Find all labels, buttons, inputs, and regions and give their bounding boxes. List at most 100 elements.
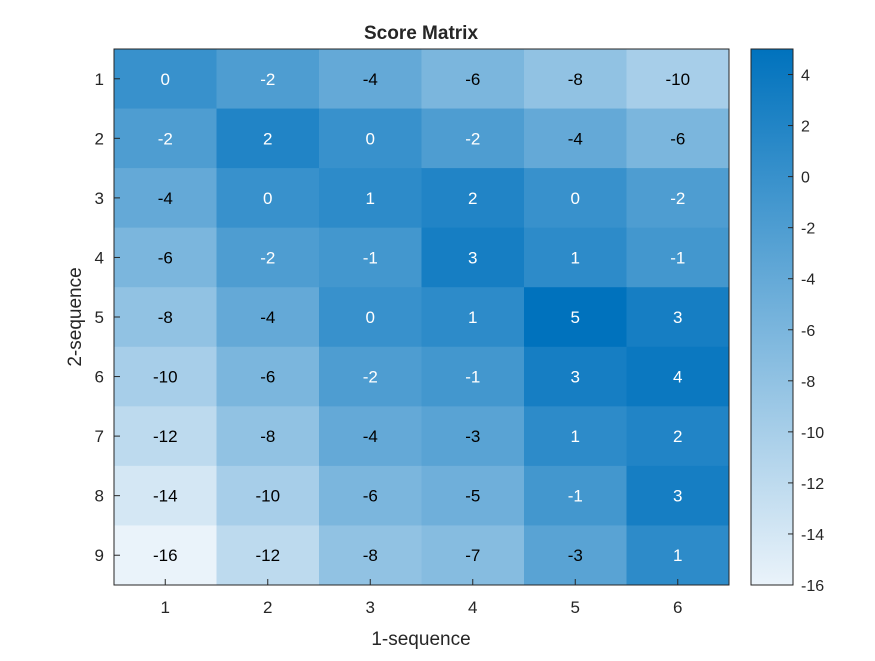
- y-tick-label: 5: [95, 308, 104, 327]
- x-tick-label: 2: [263, 598, 272, 617]
- y-tick-label: 4: [95, 248, 104, 267]
- cell-value-label: 0: [263, 189, 272, 208]
- cell-value-label: -1: [670, 248, 685, 267]
- heatmap-cell: [626, 525, 730, 586]
- heatmap-cell: [216, 406, 320, 467]
- cell-value-label: -2: [158, 129, 173, 148]
- heatmap-cell: [524, 525, 627, 586]
- cell-value-label: -8: [363, 546, 378, 565]
- heatmap-cell: [319, 287, 422, 348]
- heatmap-cell: [319, 525, 422, 586]
- cell-value-label: 3: [673, 487, 682, 506]
- heatmap-cell: [421, 346, 525, 407]
- colorbar-tick-label: -8: [801, 374, 815, 391]
- heatmap-cell: [319, 227, 422, 288]
- y-axis-ticks: 1 2 3 4 5 6 7 8 9: [95, 70, 120, 565]
- cell-value-label: -6: [465, 70, 480, 89]
- colorbar-tick-label: -10: [801, 425, 824, 442]
- cell-value-label: 1: [673, 546, 682, 565]
- cell-value-label: -16: [153, 546, 178, 565]
- x-axis-label: 1-sequence: [371, 629, 470, 650]
- heatmap-cell: [216, 49, 320, 110]
- heatmap-cell: [319, 108, 422, 169]
- cell-value-label: 1: [571, 248, 580, 267]
- cell-value-label: -4: [568, 129, 583, 148]
- heatmap-cell: [216, 227, 320, 288]
- cell-value-label: -2: [465, 129, 480, 148]
- cell-value-label: 2: [263, 129, 272, 148]
- colorbar-tick-label: 2: [801, 119, 810, 136]
- cell-value-label: -1: [568, 487, 583, 506]
- heatmap-cell: [216, 465, 320, 526]
- heatmap-cell: [524, 287, 627, 348]
- heatmap-cells: [114, 49, 730, 586]
- cell-value-label: -8: [260, 427, 275, 446]
- heatmap-cell: [421, 168, 525, 229]
- cell-value-label: -10: [665, 70, 690, 89]
- colorbar-tick-label: 0: [801, 170, 810, 187]
- cell-value-label: -14: [153, 487, 178, 506]
- heatmap-cell: [421, 227, 525, 288]
- heatmap-cell: [421, 465, 525, 526]
- cell-value-label: 1: [571, 427, 580, 446]
- cell-value-label: 3: [468, 248, 477, 267]
- cell-value-label: 1: [366, 189, 375, 208]
- heatmap-cell: [626, 49, 730, 110]
- x-axis-ticks: 1 2 3 4 5 6: [161, 579, 682, 617]
- cell-value-label: -2: [670, 189, 685, 208]
- heatmap-cell: [421, 525, 525, 586]
- cell-value-label: -10: [153, 368, 178, 387]
- heatmap-cell: [216, 168, 320, 229]
- y-tick-label: 3: [95, 189, 104, 208]
- heatmap-cell: [421, 406, 525, 467]
- heatmap-cell: [626, 346, 730, 407]
- chart-title: Score Matrix: [364, 23, 478, 44]
- heatmap-cell: [114, 287, 217, 348]
- cell-value-label: -8: [568, 70, 583, 89]
- heatmap-cell: [524, 346, 627, 407]
- cell-value-label: 0: [571, 189, 580, 208]
- cell-value-label: -5: [465, 487, 480, 506]
- heatmap-cell: [524, 465, 627, 526]
- heatmap-cell: [626, 465, 730, 526]
- heatmap-cell: [216, 346, 320, 407]
- cell-value-label: 2: [673, 427, 682, 446]
- colorbar-tick-label: -2: [801, 221, 815, 238]
- heatmap-cell: [626, 108, 730, 169]
- heatmap-cell: [114, 346, 217, 407]
- cell-value-label: 3: [673, 308, 682, 327]
- y-tick-label: 2: [95, 129, 104, 148]
- cell-value-label: -4: [363, 427, 378, 446]
- heatmap-cell: [319, 168, 422, 229]
- heatmap-cell: [524, 227, 627, 288]
- heatmap-cell: [114, 49, 217, 110]
- heatmap-cell: [114, 227, 217, 288]
- heatmap-cell: [524, 49, 627, 110]
- heatmap-cell: [421, 108, 525, 169]
- cell-value-label: 0: [366, 308, 375, 327]
- cell-value-label: -2: [260, 248, 275, 267]
- colorbar-tick-label: -14: [801, 527, 824, 544]
- heatmap-cell: [114, 465, 217, 526]
- heatmap-cell-labels: 0 -2 -4 -6 -8 -10-2 2 0 -2 -4 -6-4 0 1 2 0 -2-6 -2 -1 3 1 -1…: [153, 70, 690, 565]
- cell-value-label: -1: [363, 248, 378, 267]
- x-tick-label: 3: [366, 598, 375, 617]
- cell-value-label: -4: [158, 189, 173, 208]
- cell-value-label: -4: [363, 70, 378, 89]
- heatmap-cell: [421, 287, 525, 348]
- cell-value-label: -6: [670, 129, 685, 148]
- heatmap-cell: [421, 49, 525, 110]
- heatmap-cell: [524, 406, 627, 467]
- y-tick-label: 1: [95, 70, 104, 89]
- heatmap-cell: [114, 406, 217, 467]
- x-tick-label: 5: [571, 598, 580, 617]
- cell-value-label: 0: [366, 129, 375, 148]
- colorbar-tick-label: -16: [801, 578, 824, 595]
- colorbar-ticks: 4 2 0 -2 -4 -6 -8 -10 -12 -14 -16: [788, 68, 824, 595]
- cell-value-label: -12: [255, 546, 280, 565]
- colorbar: [750, 48, 794, 586]
- cell-value-label: -6: [260, 368, 275, 387]
- heatmap-cell: [114, 108, 217, 169]
- y-tick-label: 6: [95, 368, 104, 387]
- heatmap-cell: [216, 525, 320, 586]
